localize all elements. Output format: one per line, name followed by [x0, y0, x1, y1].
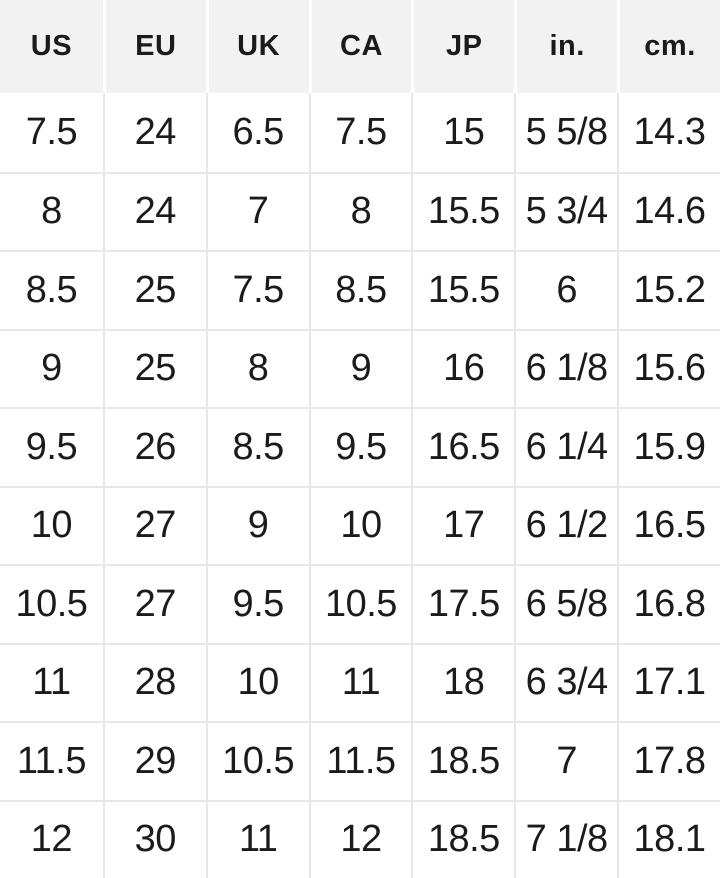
table-cell: 24 — [102, 171, 206, 250]
table-cell: 11.5 — [308, 721, 412, 800]
table-cell: 7 — [514, 721, 618, 800]
table-cell: 27 — [102, 485, 206, 564]
table-row: 10 27 9 10 17 6 1/2 16.5 — [0, 485, 720, 564]
table-cell: 12 — [0, 799, 103, 878]
table-cell: 5 5/8 — [514, 93, 618, 172]
table-cell: 26 — [102, 407, 206, 486]
table-cell: 5 3/4 — [514, 171, 618, 250]
table-cell: 10 — [0, 485, 103, 564]
column-header-uk: UK — [205, 0, 309, 93]
table-cell: 6 5/8 — [514, 564, 618, 643]
table-cell: 30 — [102, 799, 206, 878]
column-header-cm: cm. — [617, 0, 720, 93]
table-row: 9 25 8 9 16 6 1/8 15.6 — [0, 328, 720, 407]
size-table-body: 7.5 24 6.5 7.5 15 5 5/8 14.3 8 24 7 8 15.5 5 3/4 14.6… — [0, 93, 720, 878]
table-cell: 11 — [205, 799, 309, 878]
table-cell: 15.2 — [617, 250, 720, 329]
table-cell: 8.5 — [308, 250, 412, 329]
table-row: 10.5 27 9.5 10.5 17.5 6 5/8 16.8 — [0, 564, 720, 643]
table-cell: 7.5 — [308, 93, 412, 172]
table-cell: 9.5 — [308, 407, 412, 486]
table-row: 12 30 11 12 18.5 7 1/8 18.1 — [0, 799, 720, 878]
table-cell: 7 — [205, 171, 309, 250]
table-cell: 6 1/8 — [514, 328, 618, 407]
table-cell: 16 — [411, 328, 515, 407]
table-cell: 9 — [308, 328, 412, 407]
table-cell: 28 — [102, 642, 206, 721]
table-cell: 6 3/4 — [514, 642, 618, 721]
table-row: 8 24 7 8 15.5 5 3/4 14.6 — [0, 171, 720, 250]
table-cell: 17.5 — [411, 564, 515, 643]
column-header-ca: CA — [308, 0, 412, 93]
table-cell: 6 1/4 — [514, 407, 618, 486]
table-cell: 16.8 — [617, 564, 720, 643]
table-cell: 17.8 — [617, 721, 720, 800]
table-cell: 6.5 — [205, 93, 309, 172]
table-cell: 18.5 — [411, 799, 515, 878]
table-cell: 24 — [102, 93, 206, 172]
table-row: 8.5 25 7.5 8.5 15.5 6 15.2 — [0, 250, 720, 329]
table-cell: 8 — [205, 328, 309, 407]
table-cell: 8.5 — [0, 250, 103, 329]
table-cell: 15.9 — [617, 407, 720, 486]
table-cell: 14.3 — [617, 93, 720, 172]
table-cell: 18.5 — [411, 721, 515, 800]
table-cell: 11 — [0, 642, 103, 721]
table-cell: 16.5 — [411, 407, 515, 486]
table-cell: 7.5 — [0, 93, 103, 172]
table-cell: 15.5 — [411, 171, 515, 250]
table-cell: 18.1 — [617, 799, 720, 878]
table-row: 11 28 10 11 18 6 3/4 17.1 — [0, 642, 720, 721]
table-cell: 8 — [308, 171, 412, 250]
table-cell: 14.6 — [617, 171, 720, 250]
table-cell: 15 — [411, 93, 515, 172]
table-cell: 10.5 — [308, 564, 412, 643]
table-cell: 6 1/2 — [514, 485, 618, 564]
table-cell: 8.5 — [205, 407, 309, 486]
table-cell: 29 — [102, 721, 206, 800]
table-cell: 17.1 — [617, 642, 720, 721]
table-cell: 15.5 — [411, 250, 515, 329]
table-cell: 12 — [308, 799, 412, 878]
table-cell: 8 — [0, 171, 103, 250]
size-table-header: US EU UK CA JP in. cm. — [0, 0, 720, 93]
column-header-eu: EU — [102, 0, 206, 93]
table-cell: 27 — [102, 564, 206, 643]
table-cell: 16.5 — [617, 485, 720, 564]
table-row: 7.5 24 6.5 7.5 15 5 5/8 14.3 — [0, 93, 720, 172]
table-cell: 25 — [102, 250, 206, 329]
table-cell: 15.6 — [617, 328, 720, 407]
table-cell: 10.5 — [205, 721, 309, 800]
column-header-in: in. — [514, 0, 618, 93]
table-cell: 10 — [308, 485, 412, 564]
table-cell: 9 — [0, 328, 103, 407]
column-header-jp: JP — [411, 0, 515, 93]
table-cell: 10 — [205, 642, 309, 721]
table-cell: 7 1/8 — [514, 799, 618, 878]
header-row: US EU UK CA JP in. cm. — [0, 0, 720, 93]
table-cell: 6 — [514, 250, 618, 329]
table-row: 11.5 29 10.5 11.5 18.5 7 17.8 — [0, 721, 720, 800]
table-cell: 9.5 — [205, 564, 309, 643]
table-cell: 25 — [102, 328, 206, 407]
table-row: 9.5 26 8.5 9.5 16.5 6 1/4 15.9 — [0, 407, 720, 486]
table-cell: 17 — [411, 485, 515, 564]
table-cell: 9 — [205, 485, 309, 564]
table-cell: 10.5 — [0, 564, 103, 643]
table-cell: 9.5 — [0, 407, 103, 486]
table-cell: 7.5 — [205, 250, 309, 329]
table-cell: 11.5 — [0, 721, 103, 800]
table-cell: 18 — [411, 642, 515, 721]
table-cell: 11 — [308, 642, 412, 721]
column-header-us: US — [0, 0, 103, 93]
